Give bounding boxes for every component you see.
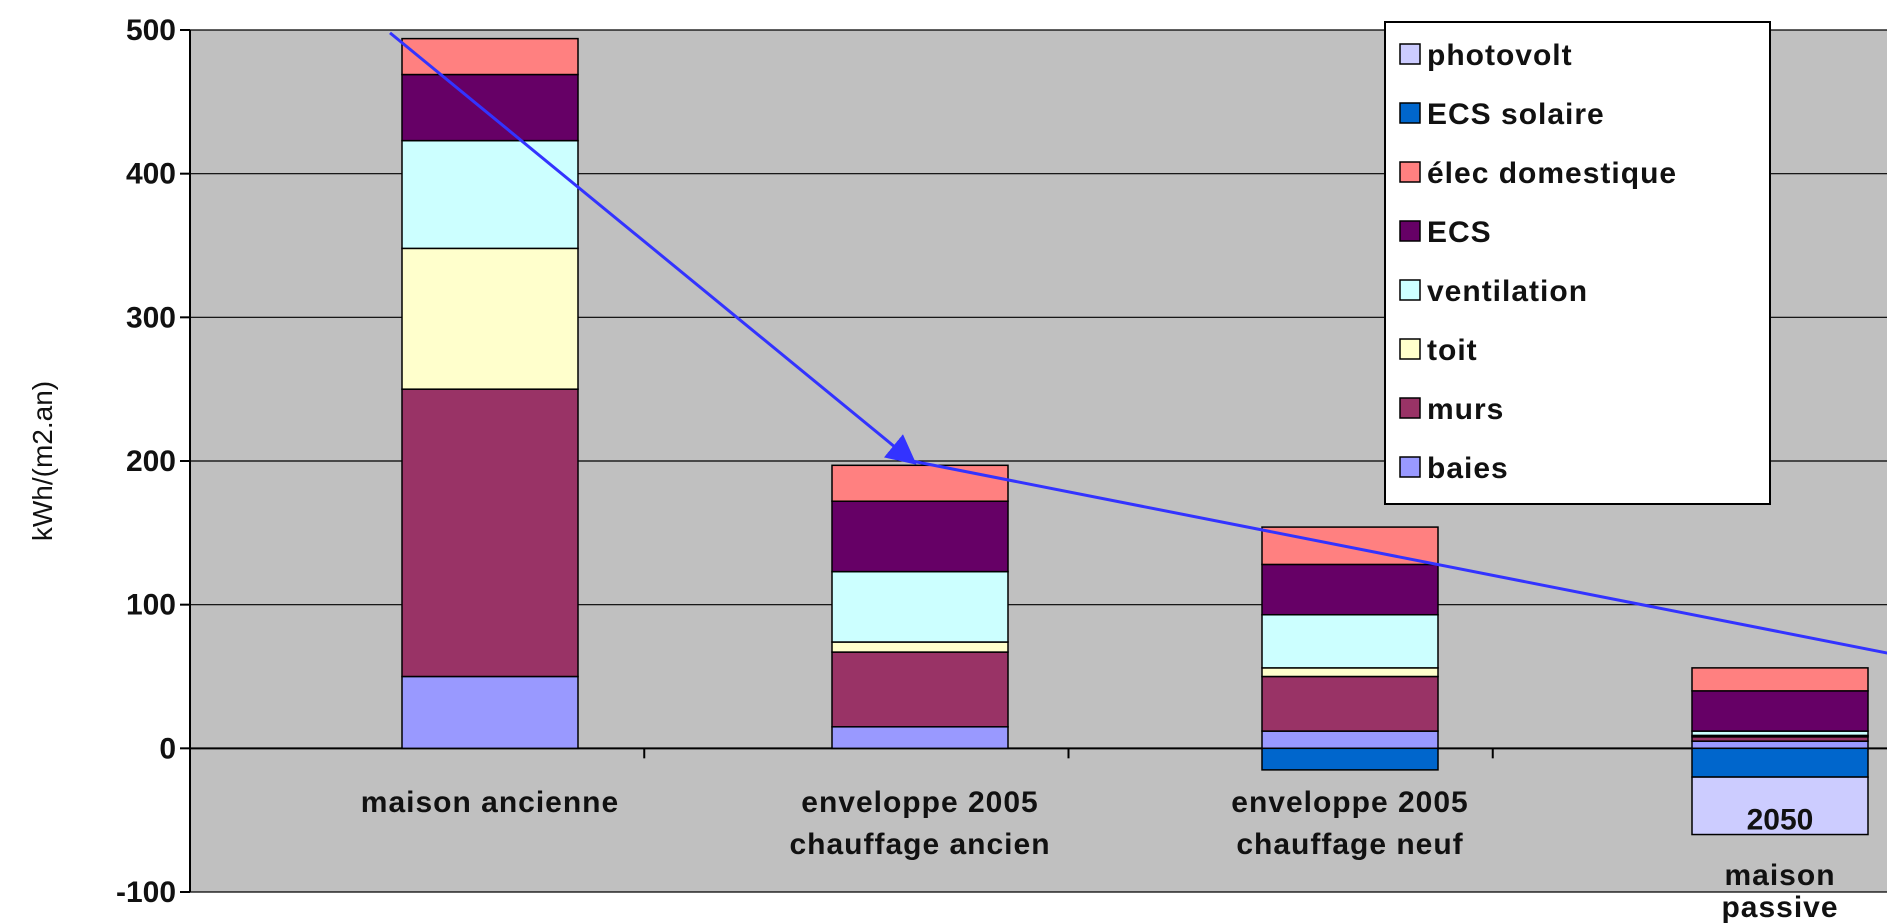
legend-swatch	[1399, 43, 1421, 65]
category-label: enveloppe 2005	[1231, 786, 1468, 819]
bar-segment-photovolt	[1691, 776, 1869, 836]
legend-box	[1384, 21, 1771, 505]
trend-arrow-segment	[911, 459, 1887, 655]
bar-segment-ECS	[831, 500, 1009, 573]
bar-segment-ventilation	[401, 139, 579, 250]
legend-label: murs	[1427, 393, 1504, 426]
y-tick-label: 500	[126, 14, 176, 47]
legend: photovolt ECS solaire élec domestique ECS ve…	[1384, 21, 1771, 505]
y-tick-label: 0	[159, 732, 176, 765]
y-tick-label: 300	[126, 301, 176, 334]
category-label: chauffage ancien	[789, 828, 1050, 861]
bar-segment-murs	[401, 388, 579, 678]
legend-label: toit	[1427, 334, 1478, 367]
bar-segment-murs	[831, 651, 1009, 728]
bar-segment-toit	[831, 641, 1009, 653]
legend-swatch	[1399, 220, 1421, 242]
bar-segment-ECS-solaire	[1261, 747, 1439, 771]
bar-value-label: 2050	[1747, 803, 1814, 836]
bar-segment-toit	[401, 247, 579, 390]
category-label: chauffage neuf	[1236, 828, 1463, 861]
y-axis-label: kWh/(m2.an)	[27, 381, 58, 541]
bar-segment-ventilation	[1261, 613, 1439, 669]
legend-swatch	[1399, 279, 1421, 301]
y-tick-label: 200	[126, 445, 176, 478]
bar-segment-baies	[1691, 740, 1869, 750]
legend-swatch	[1399, 456, 1421, 478]
category-label: passive	[1721, 891, 1838, 924]
bar-segment-baies	[831, 726, 1009, 750]
legend-label: ECS solaire	[1427, 98, 1605, 131]
bar-segment-ECS	[1691, 690, 1869, 732]
bars	[401, 37, 1869, 836]
bar-segment-ECS-solaire	[1691, 747, 1869, 778]
trend-arrow	[389, 31, 1887, 655]
legend-swatch	[1399, 338, 1421, 360]
legend-label: ECS	[1427, 216, 1492, 249]
y-axis: 500 400 300 200 100 0 -100	[116, 14, 191, 909]
bar-segment-ECS	[401, 73, 579, 142]
y-tick-label: -100	[116, 876, 176, 909]
bar-segment-ventilation	[831, 570, 1009, 643]
y-tick-label: 400	[126, 158, 176, 191]
legend-swatch	[1399, 397, 1421, 419]
bar-segment-ECS	[1261, 563, 1439, 616]
bar-segment-élec-domestique	[1691, 667, 1869, 692]
bar-labels: 2050	[1747, 803, 1814, 836]
bar-segment-toit	[1261, 667, 1439, 678]
legend-swatch	[1399, 161, 1421, 183]
category-label: enveloppe 2005	[801, 786, 1038, 819]
trend-arrow-segment	[389, 31, 917, 465]
bar-segment-baies	[1261, 730, 1439, 750]
category-labels: maison ancienne enveloppe 2005 chauffage a…	[361, 786, 1838, 924]
legend-label: baies	[1427, 452, 1509, 485]
bar-segment-élec-domestique	[831, 464, 1009, 502]
bar-segment-élec-domestique	[401, 37, 579, 76]
y-tick-label: 100	[126, 589, 176, 622]
legend-label: élec domestique	[1427, 157, 1677, 190]
bar-segment-baies	[401, 675, 579, 750]
category-label: maison	[1724, 859, 1835, 892]
category-label: maison ancienne	[361, 786, 619, 819]
legend-label: ventilation	[1427, 275, 1588, 308]
bar-segment-murs	[1261, 675, 1439, 732]
legend-label: photovolt	[1427, 39, 1573, 72]
legend-swatch	[1399, 102, 1421, 124]
x-axis	[643, 748, 1494, 759]
